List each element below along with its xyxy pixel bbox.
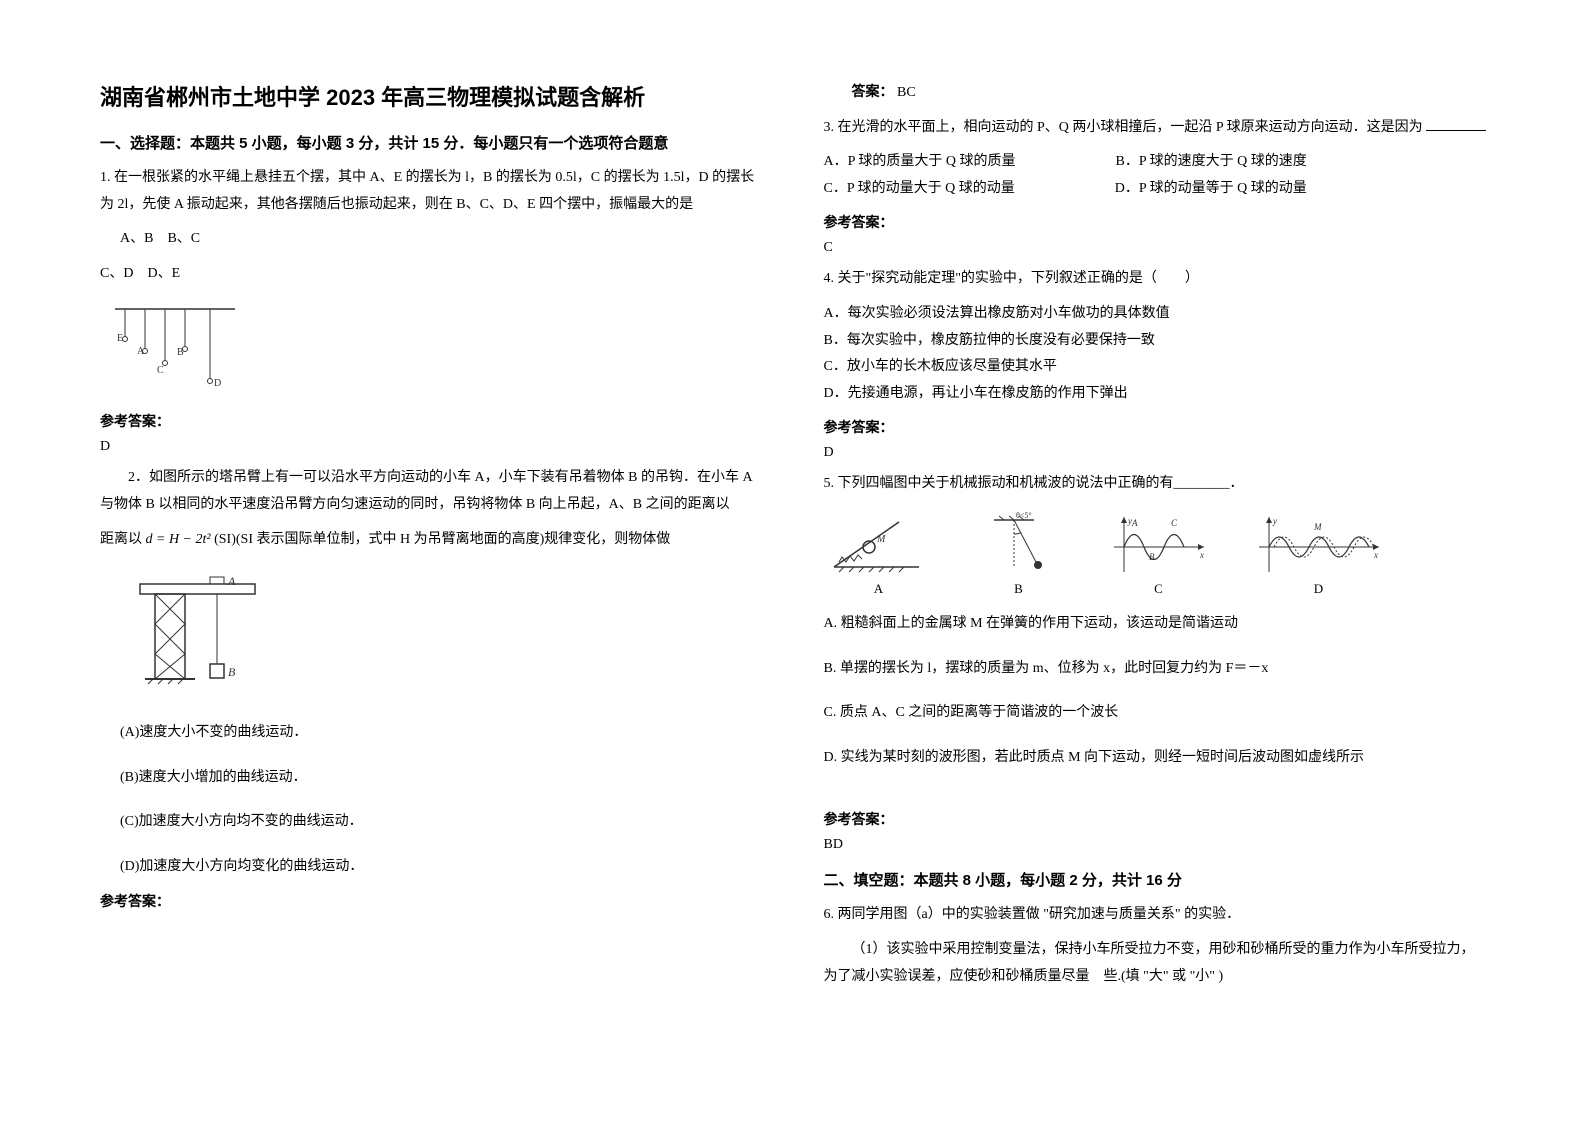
q3-optD: D．P 球的动量等于 Q 球的动量 <box>1115 176 1307 203</box>
q6-sub1: （1）该实验中采用控制变量法，保持小车所受拉力不变，用砂和砂桶所受的重力作为小车… <box>824 937 1488 990</box>
q3-optC: C．P 球的动量大于 Q 球的动量 <box>824 176 1015 203</box>
q2-optD: (D)加速度大小方向均变化的曲线运动． <box>120 854 764 881</box>
q4-text: 4. 关于"探究动能定理"的实验中，下列叙述正确的是（ ） <box>824 266 1488 293</box>
q1-optB: B、C <box>167 231 200 246</box>
q5-ref-label: 参考答案： <box>824 809 1488 829</box>
q3-blank <box>1426 117 1486 131</box>
section1-header: 一、选择题：本题共 5 小题，每小题 3 分，共计 15 分．每小题只有一个选项… <box>100 132 764 153</box>
q2-intro: 2．如图所示的塔吊臂上有一可以沿水平方向运动的小车 A，小车下装有吊着物体 B … <box>100 470 752 512</box>
q3-text: 3. 在光滑的水平面上，相向运动的 P、Q 两小球相撞后，一起沿 P 球原来运动… <box>824 115 1488 142</box>
svg-text:M: M <box>876 534 886 545</box>
q5-answer: BD <box>824 837 1488 853</box>
q4-optA: A．每次实验必须设法算出橡皮筋对小车做功的具体数值 <box>824 301 1488 328</box>
svg-text:x: x <box>1373 550 1378 560</box>
q3-options-row2: C．P 球的动量大于 Q 球的动量 D．P 球的动量等于 Q 球的动量 <box>824 176 1488 203</box>
q2-formula-prefix: 距离以 <box>100 532 146 547</box>
q3-ref-label: 参考答案： <box>824 212 1488 232</box>
q2-text-intro: 2．如图所示的塔吊臂上有一可以沿水平方向运动的小车 A，小车下装有吊着物体 B … <box>100 465 764 518</box>
wave-item-C: y x A B C C <box>1104 512 1214 597</box>
svg-text:x: x <box>1199 550 1204 560</box>
svg-text:E: E <box>117 333 123 344</box>
crane-diagram: A B <box>120 569 764 704</box>
svg-text:M: M <box>1313 522 1322 532</box>
q6-text: 6. 两同学用图（a）中的实验装置做 "研究加速与质量关系" 的实验． <box>824 902 1488 929</box>
q5-optC: C. 质点 A、C 之间的距离等于简谐波的一个波长 <box>824 700 1488 727</box>
svg-text:B: B <box>177 347 184 358</box>
wave-item-D: y x M D <box>1254 512 1384 597</box>
q3-answer: C <box>824 240 1488 256</box>
q5-optB: B. 单摆的摆长为 l，摆球的质量为 m、位移为 x，此时回复力约为 F＝－x <box>824 656 1488 683</box>
q2-answer-label: 答案： <box>852 85 894 100</box>
right-column: 答案： BC 3. 在光滑的水平面上，相向运动的 P、Q 两小球相撞后，一起沿 … <box>824 80 1488 1082</box>
svg-text:C: C <box>157 365 164 376</box>
svg-text:A: A <box>227 574 236 588</box>
q2-ref-label: 参考答案： <box>100 891 764 911</box>
wave-item-A: M A <box>824 512 934 597</box>
svg-text:D: D <box>214 378 221 389</box>
q2-optB: (B)速度大小增加的曲线运动． <box>120 765 764 792</box>
wave-label-B: B <box>974 581 1064 597</box>
q5-optA: A. 粗糙斜面上的金属球 M 在弹簧的作用下运动，该运动是简谐运动 <box>824 611 1488 638</box>
svg-text:A: A <box>1131 518 1138 528</box>
q2-formula: d = H − 2t² <box>146 532 211 547</box>
q1-optA: A、B <box>120 231 153 246</box>
q2-answer-line: 答案： BC <box>824 80 1488 107</box>
wave-diagrams: M A θ<5° <box>824 512 1488 597</box>
q3-optB: B．P 球的速度大于 Q 球的速度 <box>1116 149 1307 176</box>
q1-optD: D、E <box>147 266 180 281</box>
q2-optA: (A)速度大小不变的曲线运动． <box>120 720 764 747</box>
q3-optA: A．P 球的质量大于 Q 球的质量 <box>824 149 1016 176</box>
section2-header: 二、填空题：本题共 8 小题，每小题 2 分，共计 16 分 <box>824 869 1488 890</box>
q4-answer: D <box>824 445 1488 461</box>
q2-text-formula: 距离以 d = H − 2t² (SI)(SI 表示国际单位制，式中 H 为吊臂… <box>100 527 764 554</box>
svg-text:A: A <box>137 346 145 357</box>
svg-text:y: y <box>1272 516 1277 526</box>
wave-item-B: θ<5° B <box>974 512 1064 597</box>
q5-text: 5. 下列四幅图中关于机械振动和机械波的说法中正确的有________． <box>824 471 1488 498</box>
q4-optC: C．放小车的长木板应该尽量使其水平 <box>824 354 1488 381</box>
pendulum-diagram: E A C B D <box>110 299 764 399</box>
document-title: 湖南省郴州市土地中学 2023 年高三物理模拟试题含解析 <box>100 80 764 112</box>
svg-text:C: C <box>1171 518 1178 528</box>
wave-label-A: A <box>824 581 934 597</box>
q1-text: 1. 在一根张紧的水平绳上悬挂五个摆，其中 A、E 的摆长为 l，B 的摆长为 … <box>100 165 764 218</box>
svg-text:B: B <box>228 665 236 679</box>
q2-optC: (C)加速度大小方向均不变的曲线运动． <box>120 809 764 836</box>
q2-answer: BC <box>897 85 916 100</box>
q1-optC: C、D <box>100 266 133 281</box>
q4-optD: D．先接通电源，再让小车在橡皮筋的作用下弹出 <box>824 381 1488 408</box>
q1-options-row2: C、D D、E <box>100 261 764 288</box>
page-container: 湖南省郴州市土地中学 2023 年高三物理模拟试题含解析 一、选择题：本题共 5… <box>100 80 1487 1082</box>
q4-optB: B．每次实验中，橡皮筋拉伸的长度没有必要保持一致 <box>824 328 1488 355</box>
wave-label-C: C <box>1104 581 1214 597</box>
svg-text:B: B <box>1149 552 1155 562</box>
q5-optD: D. 实线为某时刻的波形图，若此时质点 M 向下运动，则经一短时间后波动图如虚线… <box>824 745 1488 772</box>
q2-intro2: (SI)(SI 表示国际单位制，式中 H 为吊臂离地面的高度)规律变化，则物体做 <box>214 532 670 547</box>
q3-options-row1: A．P 球的质量大于 Q 球的质量 B．P 球的速度大于 Q 球的速度 <box>824 149 1488 176</box>
left-column: 湖南省郴州市土地中学 2023 年高三物理模拟试题含解析 一、选择题：本题共 5… <box>100 80 764 1082</box>
q3-text-content: 3. 在光滑的水平面上，相向运动的 P、Q 两小球相撞后，一起沿 P 球原来运动… <box>824 120 1423 135</box>
wave-label-D: D <box>1254 581 1384 597</box>
q1-options-row1: A、B B、C <box>120 226 764 253</box>
q1-answer: D <box>100 439 764 455</box>
svg-text:θ<5°: θ<5° <box>1016 512 1032 520</box>
q1-ref-label: 参考答案： <box>100 411 764 431</box>
q4-ref-label: 参考答案： <box>824 417 1488 437</box>
